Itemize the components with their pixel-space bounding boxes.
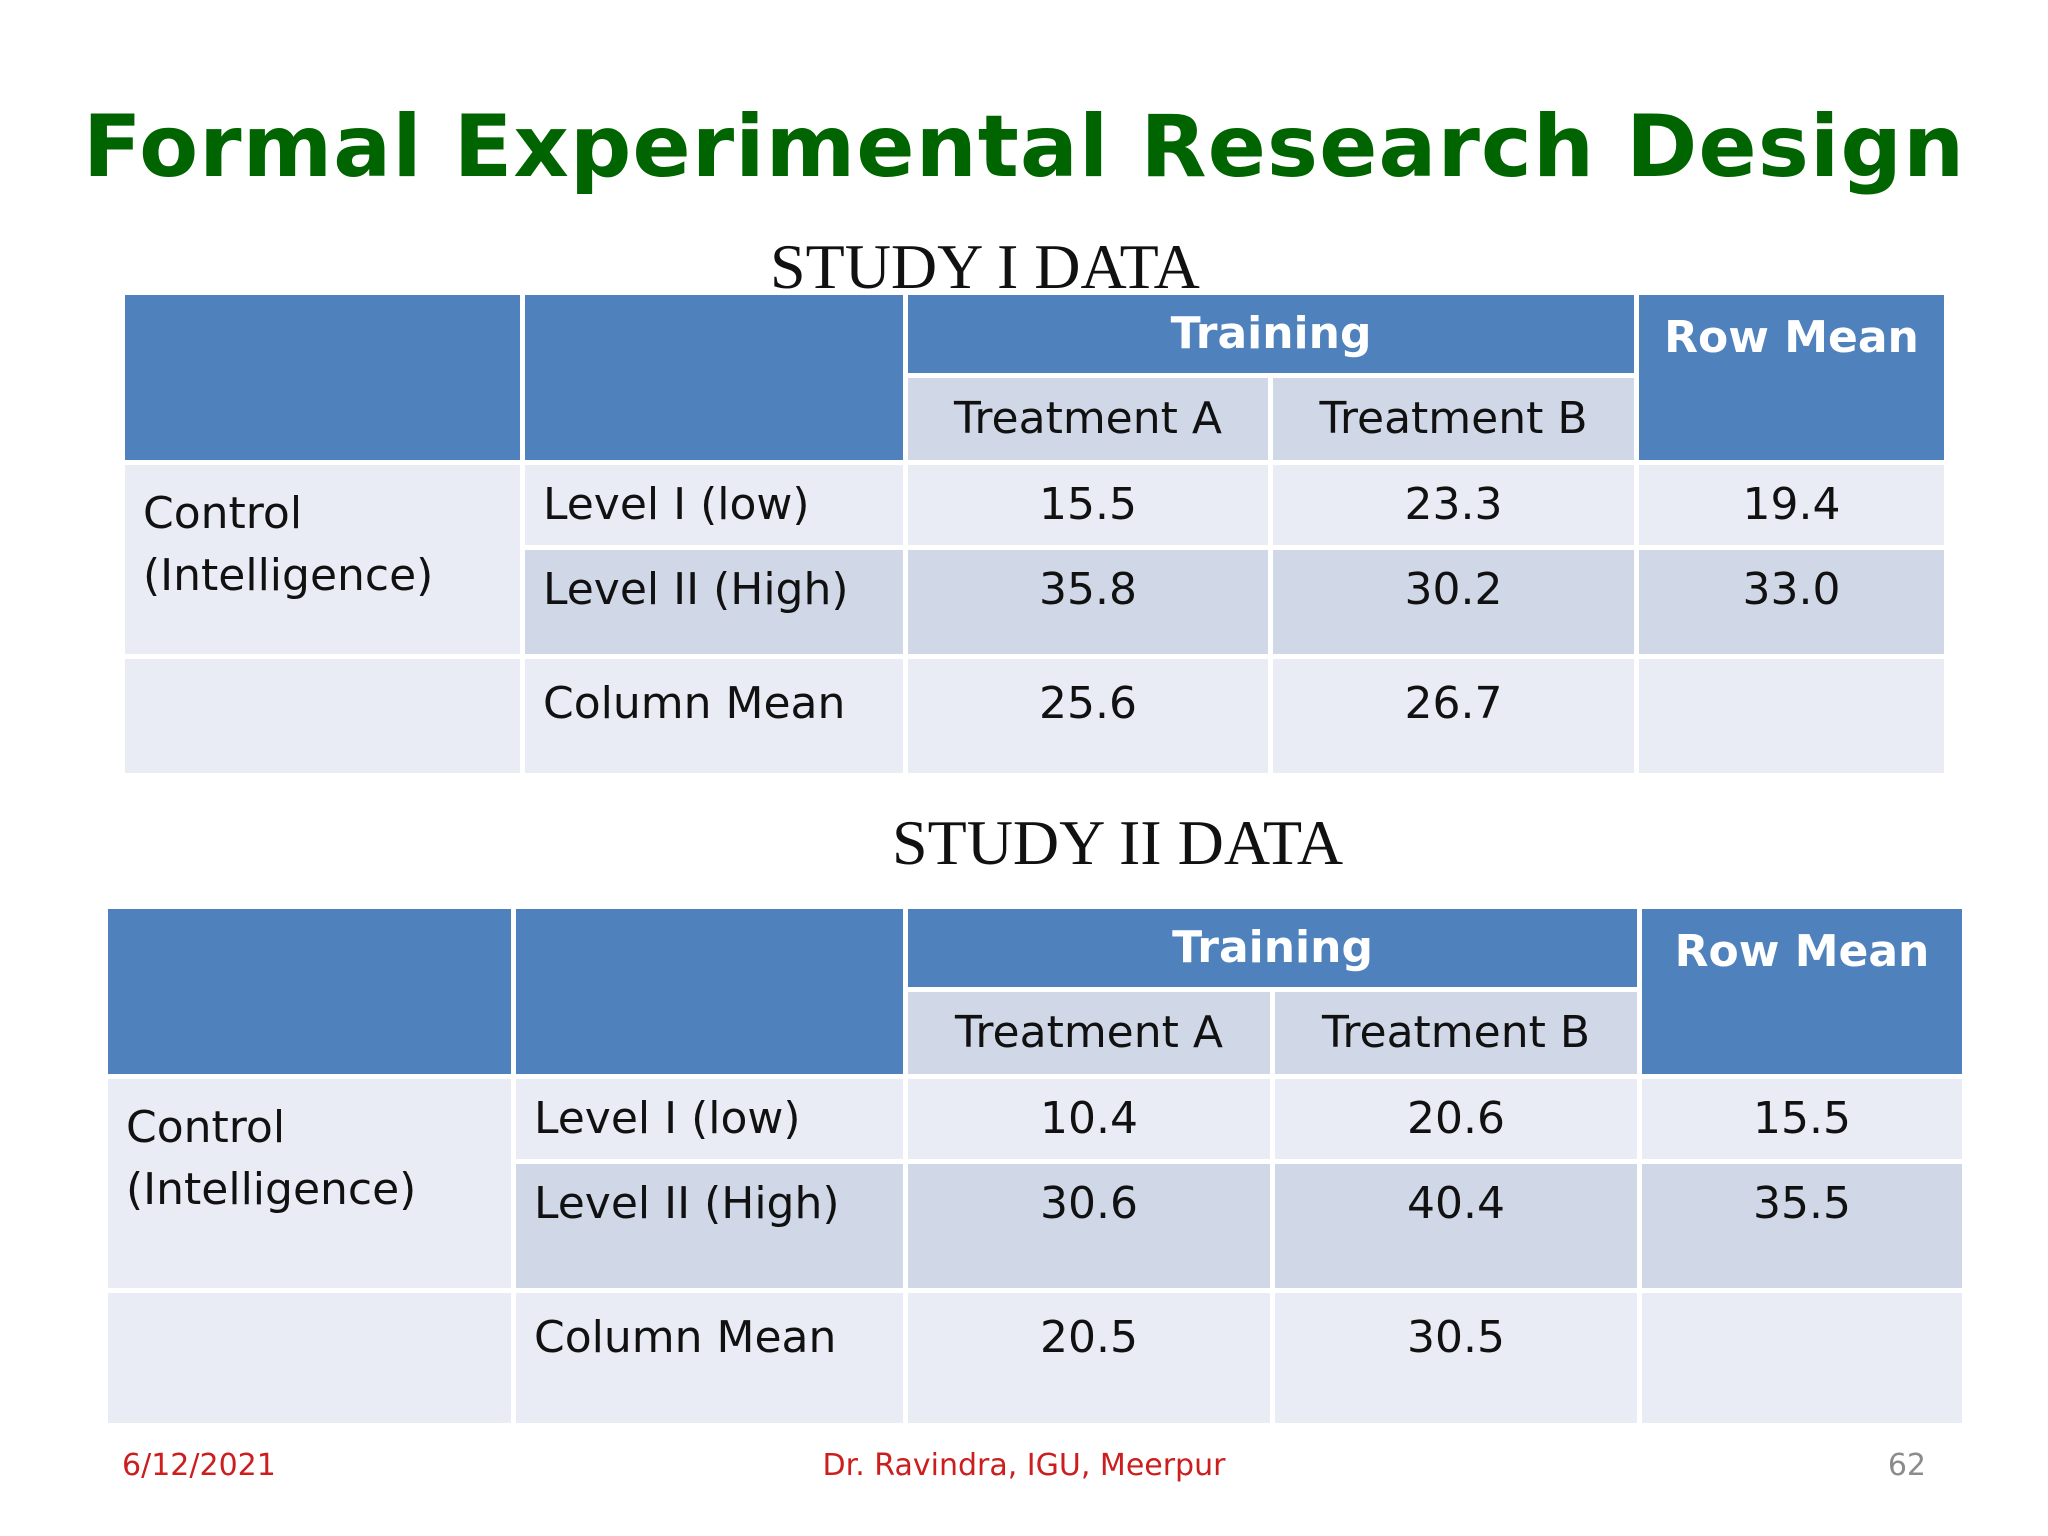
study1-caption: STUDY I DATA xyxy=(770,231,1200,302)
header-training: Training xyxy=(902,290,1640,377)
cell-l2-a: 35.8 xyxy=(903,546,1273,659)
header-row-mean: Row Mean xyxy=(1634,290,1950,465)
blank-cell xyxy=(120,654,525,778)
header-treatment-b: Treatment B xyxy=(1269,987,1643,1079)
footer-date: 6/12/2021 xyxy=(122,1448,276,1483)
cell-l2-b: 40.4 xyxy=(1270,1160,1643,1293)
cell-l1-b: 20.6 xyxy=(1270,1074,1643,1164)
study1-table: Training Row Mean Treatment A Treatment … xyxy=(120,290,1950,778)
table-row: Control (Intelligence) Level I (low) 10.… xyxy=(103,1074,1968,1293)
blank-cell xyxy=(1637,1288,1968,1428)
cell-l1-a: 10.4 xyxy=(903,1074,1275,1164)
header-blank-1 xyxy=(120,290,525,465)
study2-table: Training Row Mean Treatment A Treatment … xyxy=(103,904,1968,1428)
cell-cm-a: 25.6 xyxy=(903,654,1273,778)
header-treatment-a: Treatment A xyxy=(903,987,1275,1079)
study2-caption: STUDY II DATA xyxy=(892,807,1344,878)
header-blank-2 xyxy=(520,290,908,465)
cell-cm-b: 30.5 xyxy=(1270,1288,1643,1428)
header-blank-2 xyxy=(511,904,908,1079)
table-row: Column Mean 25.6 26.7 xyxy=(120,654,1950,778)
column-mean-label: Column Mean xyxy=(520,654,908,778)
table-row: Level II (High) 35.8 30.2 33.0 xyxy=(123,546,1950,659)
slide-title: Formal Experimental Research Design xyxy=(82,97,1966,197)
footer-author: Dr. Ravindra, IGU, Meerpur xyxy=(822,1448,1226,1483)
level2-label: Level II (High) xyxy=(511,1160,908,1293)
blank-cell xyxy=(103,1288,516,1428)
cell-cm-b: 26.7 xyxy=(1268,654,1640,778)
cell-l2-a: 30.6 xyxy=(903,1160,1275,1293)
header-training: Training xyxy=(902,904,1643,991)
table-row: Level II (High) 30.6 40.4 35.5 xyxy=(106,1160,1968,1293)
level2-label: Level II (High) xyxy=(521,546,908,659)
header-blank-1 xyxy=(103,904,516,1079)
cell-l1-mean: 19.4 xyxy=(1634,460,1950,550)
table-row: Column Mean 20.5 30.5 xyxy=(103,1288,1968,1428)
level1-label: Level I (low) xyxy=(511,1074,908,1164)
cell-l1-b: 23.3 xyxy=(1268,460,1640,550)
cell-l2-mean: 35.5 xyxy=(1637,1160,1968,1293)
cell-l2-mean: 33.0 xyxy=(1634,546,1950,659)
header-treatment-b: Treatment B xyxy=(1267,373,1640,465)
column-mean-label: Column Mean xyxy=(511,1288,908,1428)
blank-cell xyxy=(1634,654,1950,778)
level1-label: Level I (low) xyxy=(521,460,908,550)
table-row: Control (Intelligence) Level I (low) 15.… xyxy=(120,460,1950,659)
control-label: Control (Intelligence) xyxy=(120,460,525,659)
cell-l1-a: 15.5 xyxy=(903,460,1273,550)
header-treatment-a: Treatment A xyxy=(903,373,1273,465)
page-number: 62 xyxy=(1887,1448,1926,1483)
header-row-mean: Row Mean xyxy=(1637,904,1968,1079)
cell-l1-mean: 15.5 xyxy=(1637,1074,1968,1164)
cell-cm-a: 20.5 xyxy=(903,1288,1275,1428)
control-label: Control (Intelligence) xyxy=(103,1074,516,1293)
cell-l2-b: 30.2 xyxy=(1268,546,1640,659)
